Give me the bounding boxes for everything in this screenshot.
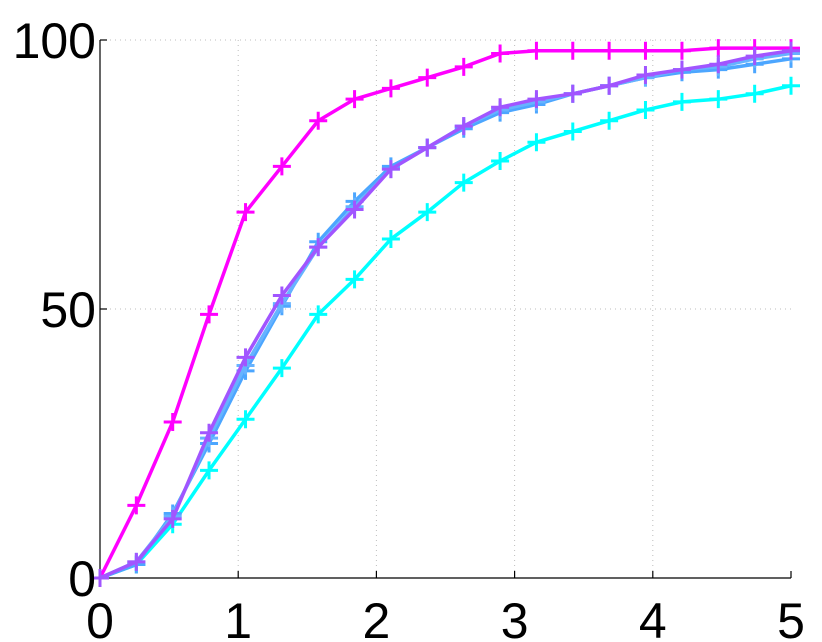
- data-point: [527, 41, 546, 60]
- data-point: [454, 173, 473, 192]
- axes: [99, 39, 792, 579]
- data-point: [491, 44, 510, 63]
- data-point: [709, 39, 728, 58]
- data-point: [745, 47, 764, 66]
- data-point: [527, 133, 546, 152]
- data-point: [272, 359, 291, 378]
- x-tick-label: 0: [86, 593, 114, 642]
- series-0: [91, 39, 800, 587]
- series-3: [91, 44, 800, 587]
- data-point: [563, 41, 582, 60]
- data-point: [381, 79, 400, 98]
- data-point: [163, 509, 182, 528]
- x-tick-label: 5: [777, 593, 805, 642]
- data-point: [636, 41, 655, 60]
- data-point: [636, 65, 655, 84]
- x-tick-label: 1: [224, 593, 252, 642]
- x-tick-label: 2: [362, 593, 390, 642]
- data-point: [418, 68, 437, 87]
- data-point: [709, 90, 728, 109]
- data-point: [200, 461, 219, 480]
- series-group: [91, 39, 800, 587]
- data-point: [563, 122, 582, 141]
- data-point: [127, 552, 146, 571]
- data-point: [636, 100, 655, 119]
- data-point: [200, 423, 219, 442]
- data-point: [127, 496, 146, 515]
- data-point: [672, 60, 691, 79]
- data-point: [91, 569, 109, 587]
- data-point: [418, 203, 437, 222]
- data-point: [491, 152, 510, 171]
- y-tick-label: 0: [68, 551, 96, 607]
- data-point: [600, 76, 619, 95]
- series-4: [91, 41, 800, 587]
- y-tick-label: 50: [40, 282, 96, 338]
- data-point: [454, 117, 473, 136]
- data-point: [782, 76, 800, 95]
- data-point: [418, 138, 437, 157]
- data-point: [345, 270, 364, 289]
- data-point: [200, 305, 219, 324]
- data-point: [491, 98, 510, 117]
- data-point: [309, 238, 328, 257]
- data-point: [272, 157, 291, 176]
- data-point: [709, 55, 728, 74]
- data-point: [527, 90, 546, 109]
- x-tick-label: 3: [501, 593, 529, 642]
- series-1: [91, 76, 800, 587]
- data-point: [309, 111, 328, 130]
- grid-lines: [100, 39, 791, 578]
- data-point: [236, 203, 255, 222]
- data-point: [454, 57, 473, 76]
- data-point: [672, 41, 691, 60]
- data-point: [381, 230, 400, 249]
- data-point: [381, 160, 400, 179]
- data-point: [563, 84, 582, 103]
- data-point: [345, 200, 364, 219]
- series-2: [91, 49, 800, 587]
- data-point: [236, 348, 255, 367]
- data-point: [600, 41, 619, 60]
- data-point: [782, 41, 800, 60]
- data-point: [309, 305, 328, 324]
- y-tick-label: 100: [13, 13, 96, 69]
- data-point: [672, 92, 691, 111]
- data-point: [236, 410, 255, 429]
- data-point: [745, 84, 764, 103]
- data-point: [272, 286, 291, 305]
- data-point: [600, 111, 619, 130]
- data-point: [345, 90, 364, 109]
- data-point: [163, 412, 182, 431]
- x-tick-label: 4: [639, 593, 667, 642]
